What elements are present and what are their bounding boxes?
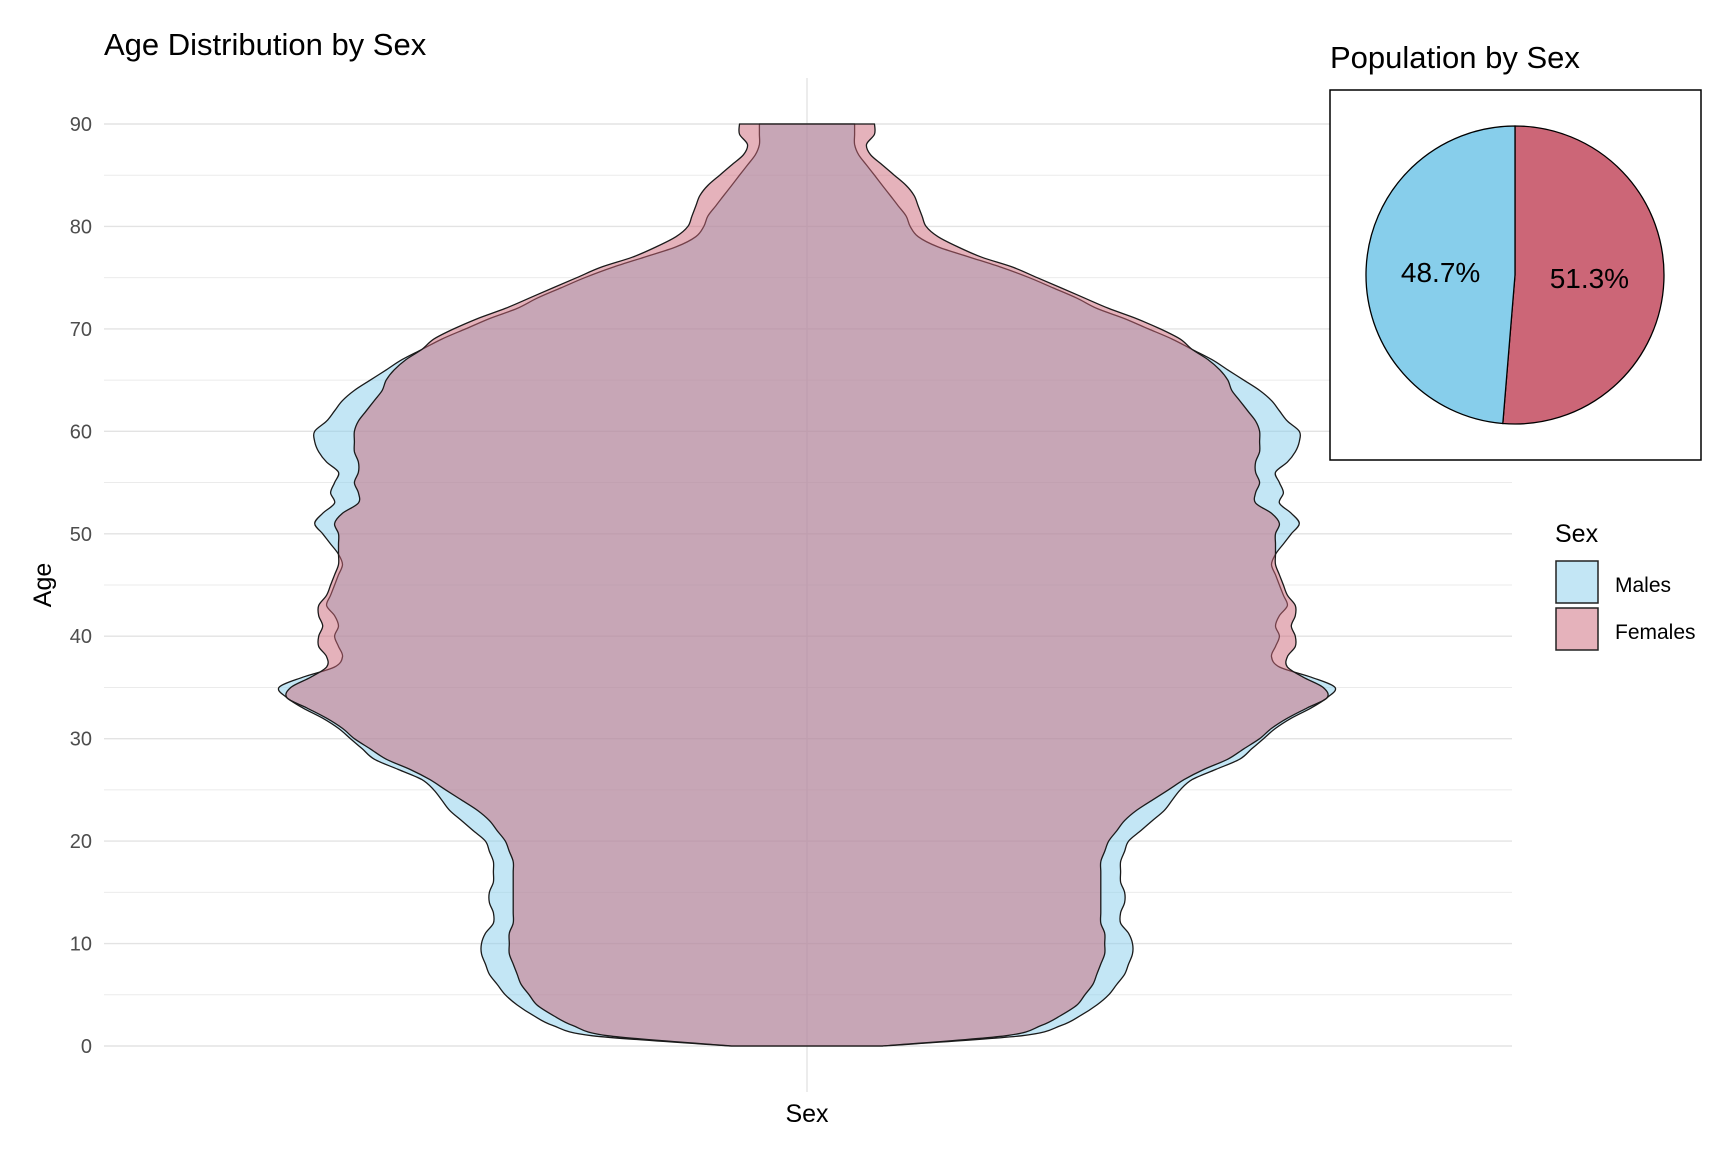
- legend-key-males: [1555, 560, 1599, 604]
- age-distribution-chart: Age Distribution by Sex 0 10 20 30 40 50 60 70 8…: [29, 27, 1512, 1128]
- legend-label-males: Males: [1615, 574, 1671, 597]
- y-tick-label: 30: [70, 729, 92, 751]
- legend-key-females: [1555, 607, 1599, 651]
- violins: [277, 123, 1337, 1047]
- y-tick-label: 50: [70, 524, 92, 546]
- pie-label-males: 48.7%: [1401, 257, 1480, 288]
- chart-title: Age Distribution by Sex: [104, 27, 427, 62]
- y-tick-label: 80: [70, 216, 92, 238]
- population-pie-chart: Population by Sex 51.3% 48.7%: [1329, 40, 1702, 461]
- y-axis-label: Age: [29, 563, 57, 607]
- y-tick-label: 70: [70, 319, 92, 341]
- legend-title: Sex: [1555, 520, 1599, 548]
- pie-slices: [1365, 125, 1665, 425]
- pie-label-females: 51.3%: [1550, 263, 1629, 294]
- y-tick-labels: 0 10 20 30 40 50 60 70 80 90: [70, 114, 92, 1058]
- pie-title: Population by Sex: [1330, 40, 1580, 75]
- y-tick-label: 40: [70, 626, 92, 648]
- y-tick-label: 10: [70, 934, 92, 956]
- x-axis-label: Sex: [785, 1100, 829, 1128]
- y-tick-label: 0: [81, 1036, 92, 1058]
- y-tick-label: 20: [70, 831, 92, 853]
- pie-slice-males: [1365, 125, 1516, 425]
- violin-females: [285, 123, 1329, 1047]
- legend-label-females: Females: [1615, 621, 1696, 644]
- y-tick-label: 60: [70, 421, 92, 443]
- y-tick-label: 90: [70, 114, 92, 136]
- pie-labels: 51.3% 48.7%: [1401, 257, 1629, 294]
- legend: Sex Males Females: [1555, 520, 1696, 651]
- pie-slice-females: [1502, 125, 1665, 425]
